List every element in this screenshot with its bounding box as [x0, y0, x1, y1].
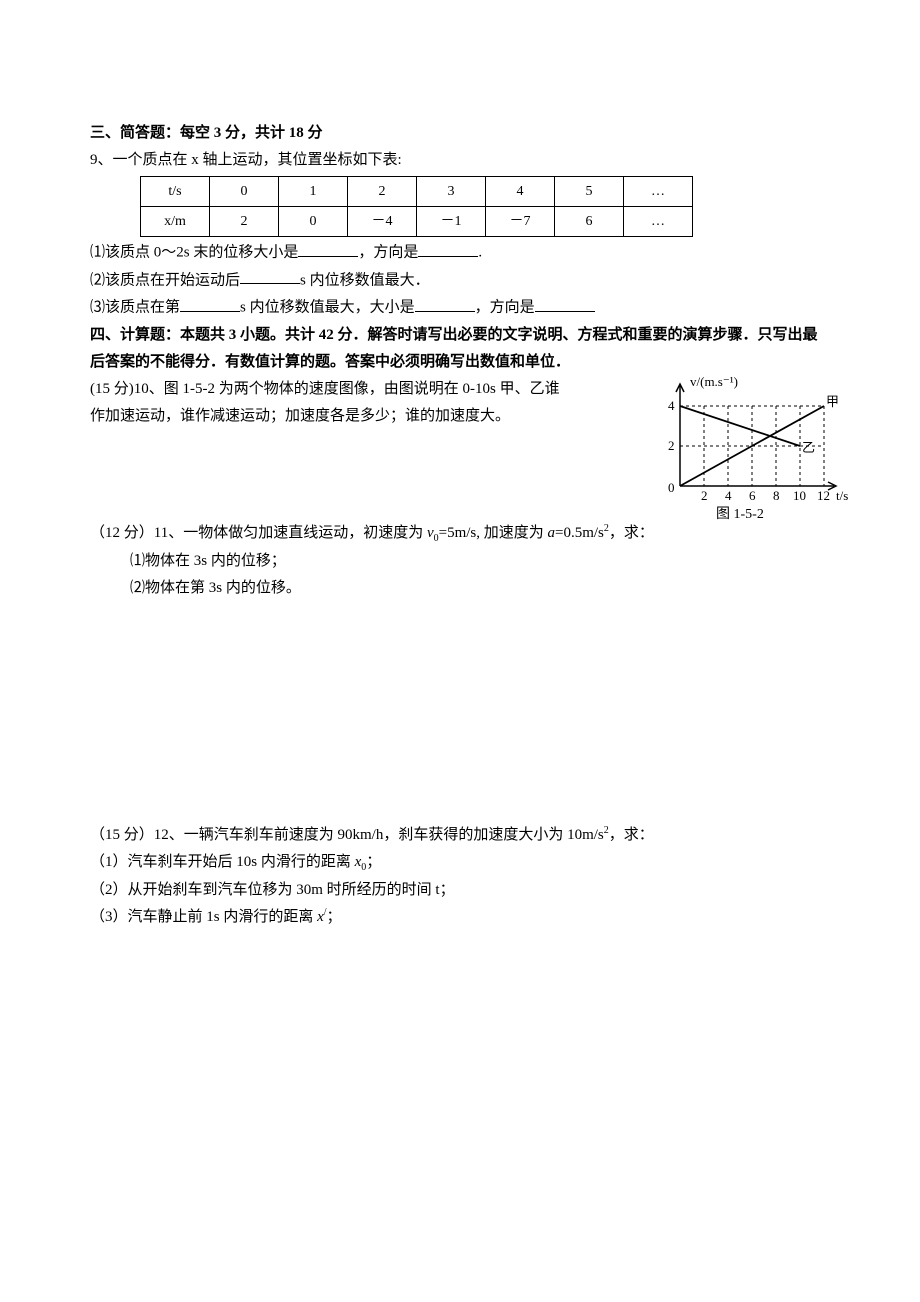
- cell: 1: [279, 177, 348, 207]
- q9-stem: 9、一个质点在 x 轴上运动，其位置坐标如下表:: [90, 147, 830, 174]
- x-axis-label: t/s: [836, 488, 848, 503]
- xtick: 4: [725, 488, 732, 503]
- blank[interactable]: [535, 294, 595, 312]
- xtick: 2: [701, 488, 708, 503]
- cell: 3: [417, 177, 486, 207]
- q11-part2: ⑵物体在第 3s 内的位移。: [90, 575, 830, 602]
- q10-line2: 作加速运动，谁作减速运动；加速度各是多少；谁的加速度大。: [90, 403, 590, 430]
- blank[interactable]: [180, 294, 240, 312]
- text: （3）汽车静止前 1s 内滑行的距离: [90, 909, 317, 925]
- blank[interactable]: [240, 267, 300, 285]
- section4-heading: 四、计算题：本题共 3 小题。共计 42 分．解答时请写出必要的文字说明、方程式…: [90, 322, 830, 376]
- cell: 0: [279, 207, 348, 237]
- text: （15 分）12、一辆汽车刹车前速度为 90km/h，刹车获得的加速度大小为 1…: [90, 827, 604, 843]
- q10-line1: (15 分)10、图 1-5-2 为两个物体的速度图像，由图说明在 0-10s …: [90, 376, 590, 403]
- text: ，方向是: [358, 245, 418, 261]
- blank[interactable]: [298, 239, 358, 257]
- q9-part3: ⑶该质点在第 s 内位移数值最大，大小是 ，方向是: [90, 294, 830, 322]
- table-row: x/m 2 0 －4 －1 －7 6 …: [141, 207, 693, 237]
- chart-svg: v/(m.s⁻¹) t/s 0 2 4 6 8 10 12 2 4 甲 乙 图 …: [650, 376, 850, 546]
- text: .: [478, 245, 482, 261]
- q9-table: t/s 0 1 2 3 4 5 … x/m 2 0 －4 －1 －7 6 …: [140, 176, 693, 237]
- figure-caption: 图 1-5-2: [716, 507, 764, 522]
- y-axis-label: v/(m.s⁻¹): [690, 376, 738, 389]
- text: s 内位移数值最大．: [300, 272, 430, 288]
- text: s 内位移数值最大，大小是: [240, 300, 415, 316]
- q12-stem: （15 分）12、一辆汽车刹车前速度为 90km/h，刹车获得的加速度大小为 1…: [90, 822, 830, 849]
- series-jia-label: 甲: [826, 394, 839, 409]
- text: ；: [327, 909, 342, 925]
- figure-1-5-2: v/(m.s⁻¹) t/s 0 2 4 6 8 10 12 2 4 甲 乙 图 …: [650, 376, 850, 556]
- text: ，求：: [609, 827, 654, 843]
- q9-part2: ⑵该质点在开始运动后 s 内位移数值最大．: [90, 267, 830, 295]
- series-yi-label: 乙: [802, 440, 815, 455]
- cell: 5: [555, 177, 624, 207]
- cell: …: [624, 207, 693, 237]
- text: （12 分）11、一物体做匀加速直线运动，初速度为: [90, 525, 427, 541]
- section3-heading: 三、简答题：每空 3 分，共计 18 分: [90, 120, 830, 147]
- cell: t/s: [141, 177, 210, 207]
- ytick: 4: [668, 398, 675, 413]
- q12-part3: （3）汽车静止前 1s 内滑行的距离 x/；: [90, 904, 830, 931]
- xtick: 6: [749, 488, 756, 503]
- cell: x/m: [141, 207, 210, 237]
- text: ⑶该质点在第: [90, 300, 180, 316]
- text: =0.5m/s: [555, 525, 604, 541]
- tick-0: 0: [668, 480, 675, 495]
- var-v: v: [427, 525, 434, 541]
- text: ，方向是: [475, 300, 535, 316]
- xtick: 12: [817, 488, 830, 503]
- text: ，求：: [609, 525, 654, 541]
- cell: 6: [555, 207, 624, 237]
- cell: 0: [210, 177, 279, 207]
- blank[interactable]: [415, 294, 475, 312]
- table-row: t/s 0 1 2 3 4 5 …: [141, 177, 693, 207]
- cell: －4: [348, 207, 417, 237]
- xtick: 10: [793, 488, 806, 503]
- text: ⑴该质点 0～2s 末的位移大小是: [90, 245, 298, 261]
- q12-part2: （2）从开始刹车到汽车位移为 30m 时所经历的时间 t；: [90, 877, 830, 904]
- text: （1）汽车刹车开始后 10s 内滑行的距离: [90, 854, 355, 870]
- cell: 2: [210, 207, 279, 237]
- blank[interactable]: [418, 239, 478, 257]
- cell: …: [624, 177, 693, 207]
- cell: 4: [486, 177, 555, 207]
- cell: 2: [348, 177, 417, 207]
- var-a: a: [548, 525, 556, 541]
- text: =5m/s, 加速度为: [439, 525, 548, 541]
- q12-part1: （1）汽车刹车开始后 10s 内滑行的距离 x0；: [90, 849, 830, 877]
- text: ⑵该质点在开始运动后: [90, 272, 240, 288]
- q10-wrap: (15 分)10、图 1-5-2 为两个物体的速度图像，由图说明在 0-10s …: [90, 376, 830, 430]
- ytick: 2: [668, 438, 675, 453]
- text: ；: [366, 854, 381, 870]
- var-x: x: [317, 909, 324, 925]
- cell: －1: [417, 207, 486, 237]
- q9-part1: ⑴该质点 0～2s 末的位移大小是 ，方向是.: [90, 239, 830, 267]
- cell: －7: [486, 207, 555, 237]
- xtick: 8: [773, 488, 780, 503]
